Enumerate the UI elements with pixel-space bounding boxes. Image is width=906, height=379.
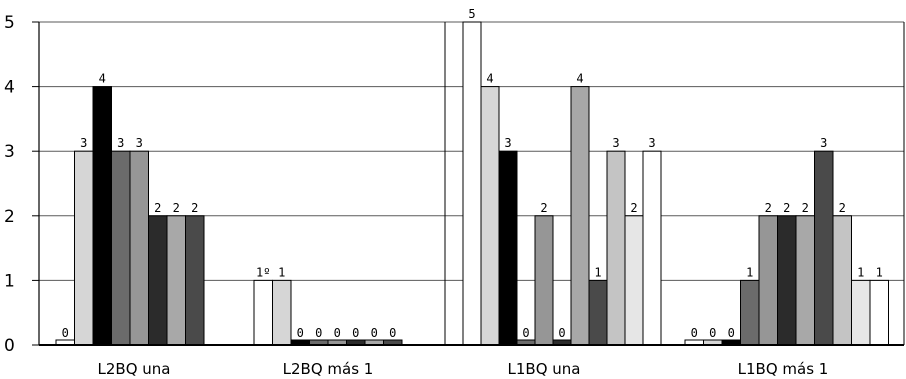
data-label: 0 [371, 326, 378, 340]
data-label: 1 [746, 265, 753, 279]
bar [832, 215, 852, 346]
data-label: 2 [765, 201, 772, 215]
y-tick-label: 3 [4, 142, 15, 162]
x-axis-ticks: L2BQ una L2BQ más 1 L1BQ una L1BQ más 1 [98, 360, 829, 378]
data-label: 1 [278, 265, 285, 279]
bar [851, 279, 871, 346]
x-tick-label: L1BQ más 1 [738, 360, 829, 378]
data-label: 3 [612, 136, 619, 150]
bar [777, 215, 797, 346]
bar [253, 279, 273, 346]
y-axis-ticks: 0 1 2 3 4 5 [4, 13, 15, 356]
data-label: 3 [136, 136, 143, 150]
bar [570, 86, 590, 346]
data-label: 0 [315, 326, 322, 340]
data-label: 0 [691, 326, 698, 340]
bar [869, 279, 889, 346]
data-label: 3 [648, 136, 655, 150]
bar [758, 215, 778, 346]
data-label: 0 [558, 326, 565, 340]
data-label: 2 [173, 201, 180, 215]
data-label: 3 [820, 136, 827, 150]
y-tick-label: 5 [4, 13, 15, 33]
y-tick-label: 0 [4, 336, 15, 356]
bar [462, 21, 482, 346]
bar [111, 150, 131, 346]
bar [588, 279, 608, 346]
bars [55, 21, 889, 346]
bar [480, 86, 500, 346]
data-label: 3 [117, 136, 124, 150]
data-label: 3 [504, 136, 511, 150]
bar [624, 215, 644, 346]
data-label: 4 [576, 72, 583, 86]
bar [795, 215, 815, 346]
data-label: 3 [80, 136, 87, 150]
bar [534, 215, 554, 346]
y-tick-label: 1 [4, 271, 15, 291]
data-label: 0 [389, 326, 396, 340]
data-label: 0 [728, 326, 735, 340]
data-label: 2 [191, 201, 198, 215]
data-label: 4 [99, 72, 106, 86]
data-label: 2 [540, 201, 547, 215]
data-label: 0 [297, 326, 304, 340]
data-label: 1º [256, 265, 270, 279]
data-label: 1 [857, 265, 864, 279]
bar [642, 150, 662, 346]
bar [166, 215, 186, 346]
axes [32, 21, 905, 346]
y-tick-label: 4 [4, 78, 15, 98]
bar [129, 150, 149, 346]
bar [606, 150, 626, 346]
y-tick-label: 2 [4, 207, 15, 227]
data-label: 0 [62, 326, 69, 340]
x-tick-label: L1BQ una [508, 360, 581, 378]
data-label: 2 [154, 201, 161, 215]
bar [74, 150, 94, 346]
bar [92, 86, 112, 346]
data-label: 2 [630, 201, 637, 215]
data-label: 1 [876, 265, 883, 279]
bar [740, 279, 760, 346]
data-label: 0 [522, 326, 529, 340]
data-label: 0 [334, 326, 341, 340]
bar [272, 279, 292, 346]
bar [148, 215, 168, 346]
data-label: 2 [839, 201, 846, 215]
data-label: 4 [486, 72, 493, 86]
bar [185, 215, 205, 346]
bar [498, 150, 518, 346]
bar [814, 150, 834, 346]
data-label: 1 [594, 265, 601, 279]
data-label: 0 [352, 326, 359, 340]
data-label: 5 [468, 7, 475, 21]
x-tick-label: L2BQ más 1 [283, 360, 374, 378]
x-tick-label: L2BQ una [98, 360, 171, 378]
data-label: 2 [802, 201, 809, 215]
data-label: 2 [783, 201, 790, 215]
data-label: 0 [709, 326, 716, 340]
